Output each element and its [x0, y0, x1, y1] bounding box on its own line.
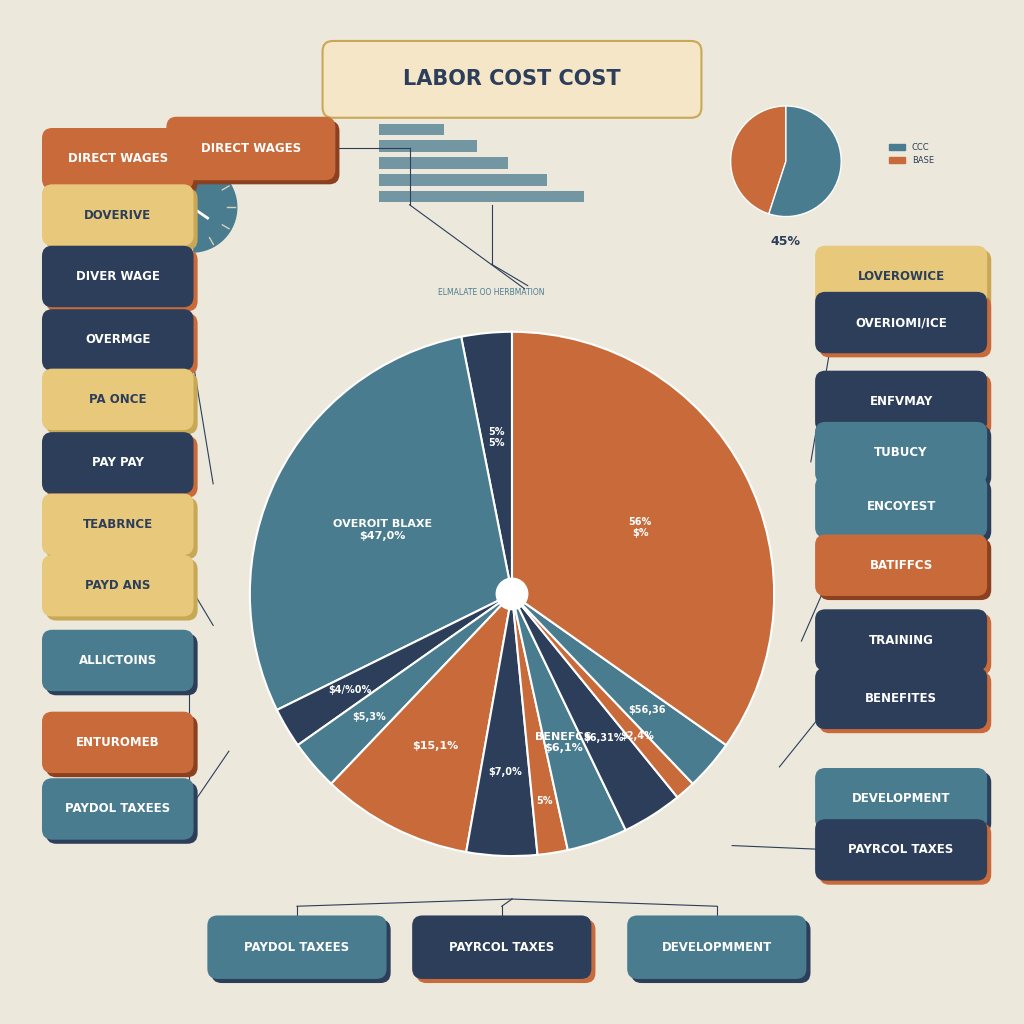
- Bar: [379, 190, 584, 203]
- Text: BATIFFCS: BATIFFCS: [869, 559, 933, 571]
- Wedge shape: [769, 105, 841, 216]
- Text: TUBUCY: TUBUCY: [874, 446, 928, 459]
- Text: DOVERIVE: DOVERIVE: [84, 209, 152, 221]
- Text: $56,36: $56,36: [628, 706, 666, 716]
- Text: LOVEROWICE: LOVEROWICE: [857, 270, 945, 283]
- Text: PAY PAY: PAY PAY: [92, 457, 143, 469]
- Text: DEVELOPMMENT: DEVELOPMMENT: [662, 941, 772, 953]
- Circle shape: [497, 579, 527, 609]
- Wedge shape: [276, 594, 512, 745]
- Text: 5%
5%: 5% 5%: [488, 427, 505, 449]
- Text: PAYDOL TAXEES: PAYDOL TAXEES: [66, 803, 170, 815]
- Text: ELMALATE OO HERBMATION: ELMALATE OO HERBMATION: [438, 288, 545, 297]
- Text: DEVELOPMENT: DEVELOPMENT: [852, 793, 950, 805]
- Text: $4/%0%: $4/%0%: [328, 685, 372, 695]
- Text: 45%: 45%: [771, 234, 801, 248]
- Text: BENEFITES: BENEFITES: [865, 692, 937, 705]
- Circle shape: [147, 163, 237, 252]
- Text: DIRECT WAGES: DIRECT WAGES: [201, 142, 301, 155]
- Bar: [379, 174, 547, 185]
- Text: $2,4%: $2,4%: [620, 730, 653, 740]
- Text: PAYDOL TAXEES: PAYDOL TAXEES: [245, 941, 349, 953]
- Wedge shape: [461, 332, 512, 594]
- Text: 5%: 5%: [537, 796, 553, 806]
- Text: $5,3%: $5,3%: [352, 713, 386, 722]
- Text: ENCOYEST: ENCOYEST: [866, 501, 936, 513]
- Text: OVERIOMI/ICE: OVERIOMI/ICE: [855, 316, 947, 329]
- Text: ALLICTOINS: ALLICTOINS: [79, 654, 157, 667]
- Wedge shape: [512, 594, 678, 830]
- Text: TRAINING: TRAINING: [868, 634, 934, 646]
- Text: PAYD ANS: PAYD ANS: [85, 580, 151, 592]
- Text: TEABRNCE: TEABRNCE: [83, 518, 153, 530]
- Text: OVERMGE: OVERMGE: [85, 334, 151, 346]
- Text: 56%
$%: 56% $%: [629, 517, 651, 539]
- Circle shape: [188, 204, 196, 211]
- Text: LABOR COST COST: LABOR COST COST: [403, 69, 621, 89]
- Text: $6,31%: $6,31%: [583, 733, 624, 742]
- Legend: CCC, BASE: CCC, BASE: [886, 139, 937, 168]
- Wedge shape: [731, 105, 786, 214]
- Text: ENFVMAY: ENFVMAY: [869, 395, 933, 408]
- Text: DIRECT WAGES: DIRECT WAGES: [68, 153, 168, 165]
- Wedge shape: [250, 337, 512, 710]
- Text: DIVER WAGE: DIVER WAGE: [76, 270, 160, 283]
- Text: $7,0%: $7,0%: [488, 767, 522, 777]
- Text: PAYRCOL TAXES: PAYRCOL TAXES: [450, 941, 554, 953]
- Text: PAYRCOL TAXES: PAYRCOL TAXES: [849, 844, 953, 856]
- Bar: [379, 157, 508, 169]
- Wedge shape: [298, 594, 512, 783]
- Text: OVEROIT BLAXE
$47,0%: OVEROIT BLAXE $47,0%: [333, 519, 432, 541]
- Wedge shape: [512, 594, 626, 850]
- Wedge shape: [512, 594, 568, 855]
- Wedge shape: [512, 332, 774, 745]
- Wedge shape: [512, 594, 693, 798]
- Text: $15,1%: $15,1%: [412, 741, 458, 751]
- Text: PA ONCE: PA ONCE: [89, 393, 146, 406]
- Wedge shape: [512, 594, 726, 783]
- Wedge shape: [331, 594, 512, 852]
- Text: BENEFCS
$6,1%: BENEFCS $6,1%: [535, 732, 592, 754]
- Bar: [379, 140, 477, 152]
- Text: ENTUROMEB: ENTUROMEB: [76, 736, 160, 749]
- Wedge shape: [466, 594, 538, 856]
- Bar: [379, 124, 444, 135]
